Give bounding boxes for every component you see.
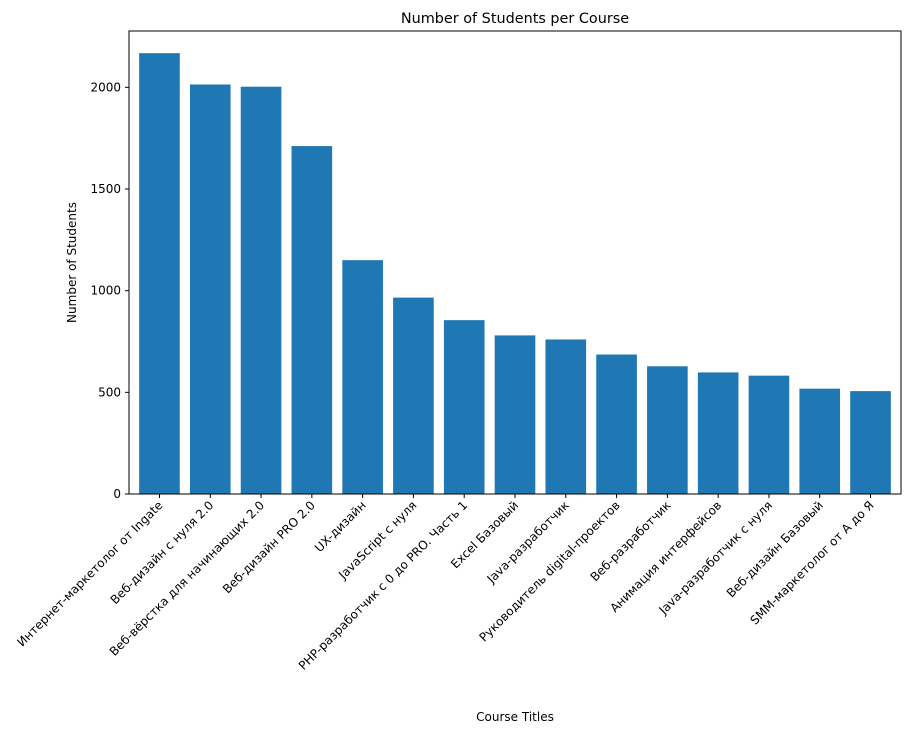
x-tick-label: Веб-дизайн Базовый (724, 498, 826, 600)
y-axis-label: Number of Students (65, 202, 79, 323)
bar (850, 391, 891, 494)
x-tick-label: Веб-дизайн с нуля 2.0 (108, 498, 217, 607)
bar (240, 86, 282, 494)
bar (443, 320, 485, 494)
bar (139, 53, 180, 494)
x-tick-label: Веб-дизайн PRO 2.0 (220, 498, 318, 596)
bar (342, 260, 383, 494)
y-axis-ticks: 0 500 1000 1500 2000 (90, 80, 129, 501)
y-tick-label: 2000 (90, 80, 121, 94)
bar (494, 335, 536, 494)
plot-frame (128, 30, 902, 495)
bar (393, 297, 434, 494)
bar (748, 375, 790, 494)
y-tick-label: 500 (98, 385, 121, 399)
bar (189, 84, 231, 495)
bar (291, 146, 333, 494)
bar (799, 388, 841, 494)
bars-group (139, 53, 891, 495)
bar (697, 372, 739, 494)
y-tick-label: 0 (113, 487, 121, 501)
chart-title: Number of Students per Course (401, 11, 629, 27)
bar (596, 354, 637, 494)
bar (545, 339, 587, 494)
y-tick-label: 1000 (90, 284, 121, 298)
y-tick-label: 1500 (90, 182, 121, 196)
x-axis-ticks: Интернет-маркетолог от IngateВеб-дизайн … (14, 494, 877, 673)
bar (647, 366, 688, 494)
x-axis-label: Course Titles (476, 710, 554, 724)
